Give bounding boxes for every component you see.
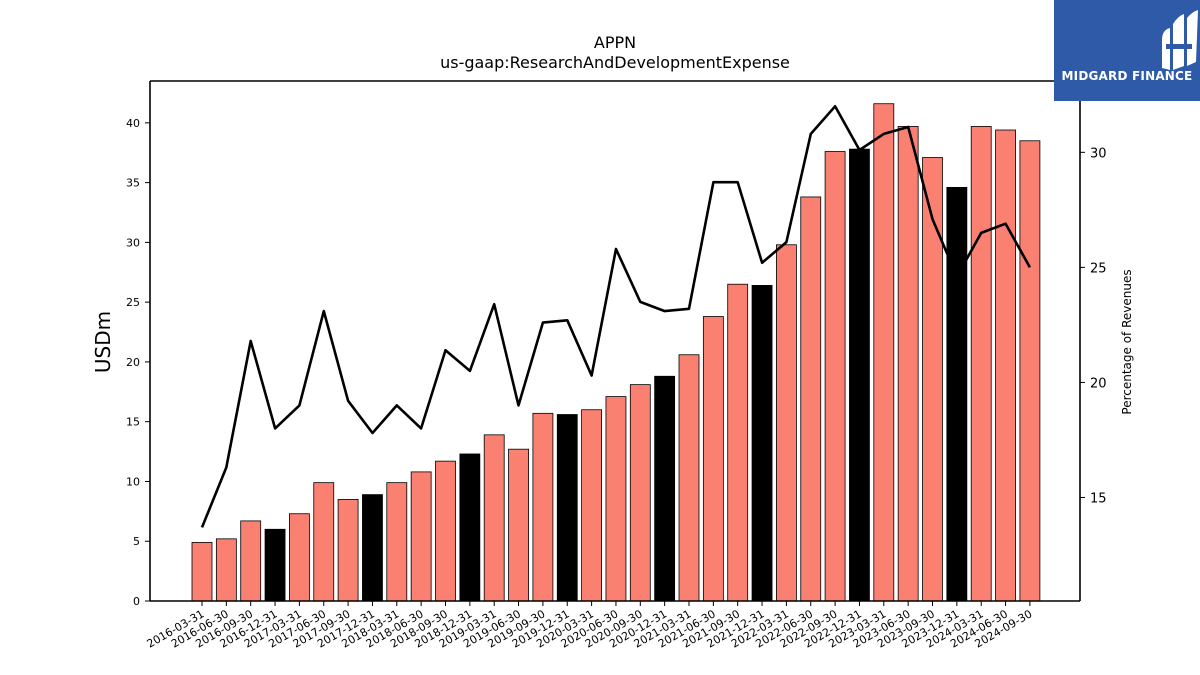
bar-2023-06-30 xyxy=(897,126,919,602)
bar-2017-03-31 xyxy=(288,513,310,602)
bar-2020-03-31 xyxy=(581,409,602,602)
line-group xyxy=(200,105,1032,528)
chart-subtitle: us-gaap:ResearchAndDevelopmentExpense xyxy=(440,53,790,72)
bars-group xyxy=(191,103,1041,602)
bar-2019-12-31 xyxy=(556,414,578,602)
brand-name: MIDGARD FINANCE xyxy=(1061,69,1193,83)
bar-2024-06-30 xyxy=(995,129,1016,602)
bar-2018-12-31 xyxy=(459,453,481,602)
y-tick-label: 15 xyxy=(126,416,140,429)
bar-2019-03-31 xyxy=(483,434,505,602)
y-tick-label: 30 xyxy=(126,236,140,249)
logo-mark-icon xyxy=(1162,10,1198,70)
bar-2016-09-30 xyxy=(240,520,262,602)
bar-2021-03-31 xyxy=(678,354,700,602)
bar-2020-09-30 xyxy=(629,384,651,602)
bar-2023-12-31 xyxy=(946,186,968,602)
bar-2020-12-31 xyxy=(654,375,676,602)
percentage-line xyxy=(200,105,1032,528)
axes-group: 0510152025303540152025302016-03-312016-0… xyxy=(126,80,1107,651)
bar-2023-03-31 xyxy=(873,103,895,602)
y-tick-label: 5 xyxy=(133,535,140,548)
y-tick-label: 35 xyxy=(126,177,140,190)
y-axis-label: USDm xyxy=(91,311,115,373)
bar-2017-12-31 xyxy=(362,494,383,602)
y-tick-label: 25 xyxy=(126,296,140,309)
brand-logo: MIDGARD FINANCE xyxy=(1054,0,1200,101)
bar-2019-09-30 xyxy=(532,412,554,602)
bar-2021-12-31 xyxy=(751,285,773,602)
y-tick-label: 0 xyxy=(133,595,140,608)
y2-tick-label: 20 xyxy=(1090,376,1107,391)
chart-title: APPN xyxy=(594,33,636,52)
bar-2022-06-30 xyxy=(800,196,822,602)
y-tick-label: 20 xyxy=(126,356,140,369)
bar-2016-03-31 xyxy=(191,542,213,602)
bar-2024-09-30 xyxy=(1019,140,1041,602)
y2-tick-label: 25 xyxy=(1090,261,1107,276)
bar-2018-03-31 xyxy=(386,482,408,602)
bar-2022-12-31 xyxy=(849,148,870,602)
y-tick-label: 40 xyxy=(126,117,140,130)
y2-axis-label: Percentage of Revenues xyxy=(1120,269,1134,414)
bar-2021-06-30 xyxy=(702,316,724,602)
bar-2022-09-30 xyxy=(824,151,846,602)
bar-2019-06-30 xyxy=(508,448,529,602)
bar-2021-09-30 xyxy=(727,283,749,602)
bar-2024-03-31 xyxy=(970,126,992,602)
bar-2022-03-31 xyxy=(776,244,797,602)
bar-2017-06-30 xyxy=(313,482,335,602)
y2-tick-label: 15 xyxy=(1090,491,1107,506)
bar-2023-09-30 xyxy=(922,157,943,602)
y-tick-label: 10 xyxy=(126,475,140,488)
bar-2017-09-30 xyxy=(337,498,359,602)
bar-2018-06-30 xyxy=(410,471,432,602)
bar-2016-06-30 xyxy=(215,538,237,602)
bar-2020-06-30 xyxy=(605,396,627,602)
bar-2016-12-31 xyxy=(264,528,286,602)
bar-2018-09-30 xyxy=(435,460,456,602)
y2-tick-label: 30 xyxy=(1090,146,1107,161)
